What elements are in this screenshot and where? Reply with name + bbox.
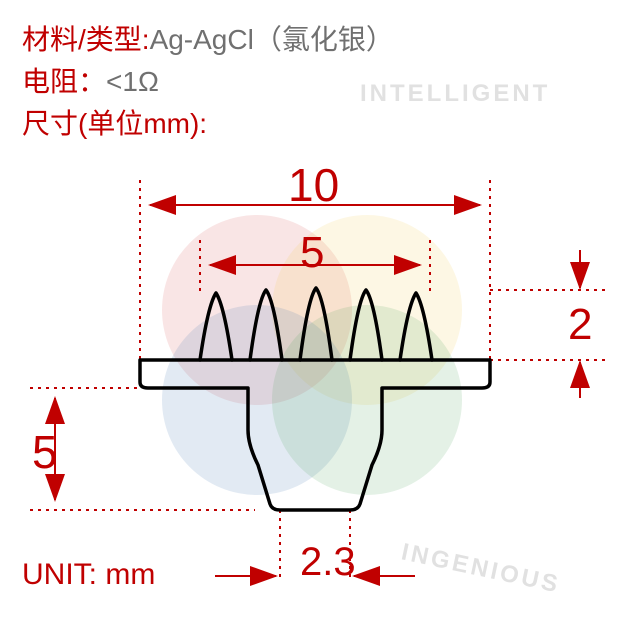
dim-top-width: 10 [288,158,339,212]
electrode-drawing [0,0,625,625]
unit-label: UNIT: mm [22,558,155,592]
dim-spike-h: 2 [568,300,592,350]
dim-body-h: 5 [32,425,58,479]
dim-inner-width: 5 [300,228,324,278]
dim-stem-gap: 2.3 [300,540,356,585]
